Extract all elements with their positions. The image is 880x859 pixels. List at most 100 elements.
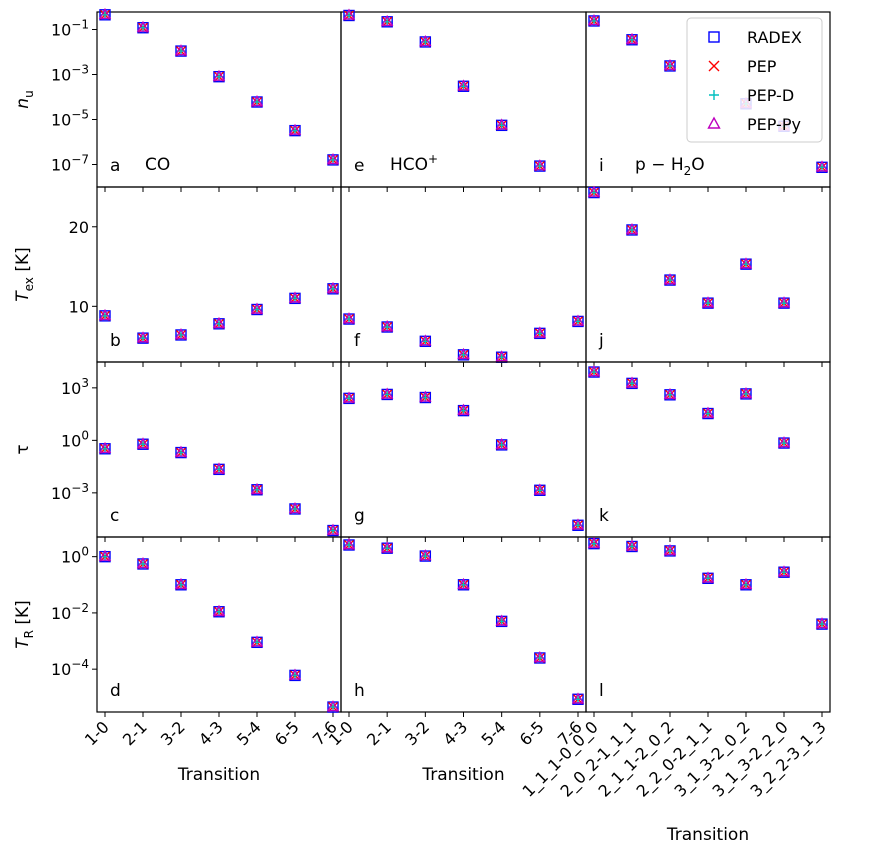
panel-frame bbox=[96, 536, 342, 713]
y-axis-label: τ bbox=[13, 444, 33, 454]
x-tick-label: 6-5 bbox=[516, 717, 548, 749]
panel-j: j bbox=[585, 185, 831, 367]
legend-label: PEP bbox=[747, 57, 777, 76]
point-d-2-peppy-marker bbox=[174, 577, 188, 589]
point-f-0-peppy-marker bbox=[342, 312, 356, 324]
point-l-1-peppy-marker bbox=[625, 539, 639, 551]
panel-k: k bbox=[585, 361, 831, 542]
panel-frame bbox=[96, 186, 342, 363]
panel-letter: c bbox=[110, 506, 119, 526]
panel-a: 10−1 10−3 10−5 10−7 a CO bbox=[51, 7, 342, 192]
point-d-3-peppy-marker bbox=[212, 604, 226, 616]
point-h-6-peppy-marker bbox=[571, 692, 585, 704]
point-c-5-peppy-marker bbox=[288, 502, 302, 514]
panel-letter: g bbox=[354, 506, 365, 526]
legend-box bbox=[686, 17, 823, 143]
point-l-6-peppy-marker bbox=[815, 617, 829, 629]
point-g-0-peppy-marker bbox=[342, 391, 356, 403]
point-h-2-peppy-marker bbox=[419, 549, 432, 561]
x-tick-label: 2-1 bbox=[363, 717, 395, 749]
x-tick-label: 3-2 bbox=[401, 717, 433, 749]
point-g-4-peppy-marker bbox=[495, 437, 508, 450]
panel-letter: j bbox=[598, 331, 604, 351]
point-k-1-peppy-marker bbox=[625, 376, 639, 388]
point-a-0-peppy-marker bbox=[98, 7, 112, 20]
y-tick-label: 103 bbox=[61, 376, 89, 398]
point-c-2-peppy-marker bbox=[174, 445, 188, 457]
x-tick-label: 1-0 bbox=[81, 717, 113, 749]
x-axis-label: Transition bbox=[177, 765, 260, 785]
point-f-2-peppy-marker bbox=[419, 334, 432, 346]
point-b-5-peppy-marker bbox=[288, 291, 302, 303]
point-k-5-peppy-marker bbox=[777, 436, 791, 448]
point-f-6-peppy-marker bbox=[571, 314, 585, 326]
point-f-5-peppy-marker bbox=[533, 326, 547, 338]
point-g-5-peppy-marker bbox=[533, 483, 547, 495]
point-l-2-peppy-marker bbox=[663, 543, 677, 556]
panel-letter: a bbox=[110, 156, 120, 176]
y-axis-label: nu bbox=[13, 90, 36, 108]
point-l-4-peppy-marker bbox=[739, 577, 753, 589]
legend-square-icon bbox=[708, 31, 720, 43]
legend-plus-icon bbox=[709, 90, 719, 100]
legend: RADEX PEP PEP-D PEP-Py bbox=[686, 17, 823, 143]
point-d-1-peppy-marker bbox=[136, 557, 150, 569]
point-l-3-peppy-marker bbox=[701, 571, 715, 583]
legend-label: RADEX bbox=[747, 28, 802, 47]
y-tick-label: 20 bbox=[69, 218, 89, 237]
x-tick-label: 6-5 bbox=[271, 717, 303, 749]
point-b-4-peppy-marker bbox=[250, 302, 264, 314]
point-e-0-peppy-marker bbox=[342, 8, 356, 20]
panel-l: l bbox=[585, 536, 831, 717]
point-h-4-peppy-marker bbox=[495, 614, 508, 626]
panel-letter: b bbox=[110, 331, 121, 351]
legend-entry: PEP-D bbox=[709, 86, 794, 105]
point-d-0-peppy-marker bbox=[98, 549, 112, 561]
point-e-1-peppy-marker bbox=[380, 14, 394, 27]
panel-letter: l bbox=[599, 681, 604, 701]
point-a-3-peppy-marker bbox=[212, 69, 226, 81]
panel-letter: k bbox=[599, 506, 609, 526]
legend-x-icon bbox=[708, 60, 720, 72]
panel-frame bbox=[340, 11, 587, 188]
y-tick-label: 10−7 bbox=[51, 153, 89, 175]
panel-frame bbox=[96, 11, 342, 188]
point-f-3-peppy-marker bbox=[457, 347, 470, 360]
point-e-5-peppy-marker bbox=[533, 159, 547, 171]
x-tick-label: 4-3 bbox=[439, 717, 471, 749]
point-j-4-peppy-marker bbox=[739, 257, 753, 269]
point-g-2-peppy-marker bbox=[419, 390, 432, 402]
x-tick-label: 4-3 bbox=[195, 717, 227, 749]
point-c-3-peppy-marker bbox=[212, 462, 226, 474]
species-label: CO bbox=[145, 155, 170, 175]
legend-entry: PEP-Py bbox=[707, 115, 801, 134]
point-k-3-peppy-marker bbox=[701, 406, 715, 418]
panel-frame bbox=[585, 186, 831, 363]
point-e-2-peppy-marker bbox=[419, 35, 432, 47]
point-f-1-peppy-marker bbox=[380, 320, 394, 332]
point-g-1-peppy-marker bbox=[380, 387, 394, 399]
panel-letter: i bbox=[599, 156, 604, 176]
point-g-3-peppy-marker bbox=[457, 403, 470, 415]
point-a-5-peppy-marker bbox=[288, 123, 302, 135]
panel-frame bbox=[340, 186, 587, 363]
y-tick-label: 10−3 bbox=[51, 63, 89, 85]
point-a-2-peppy-marker bbox=[174, 44, 188, 56]
point-d-5-peppy-marker bbox=[288, 668, 302, 680]
x-tick-label: 5-4 bbox=[233, 717, 265, 749]
species-label: p − H2O bbox=[635, 155, 705, 178]
panel-letter: e bbox=[354, 156, 364, 176]
point-i-6-peppy-marker bbox=[815, 160, 829, 172]
panel-frame bbox=[96, 361, 342, 538]
point-j-1-peppy-marker bbox=[625, 223, 639, 235]
point-i-1-peppy-marker bbox=[625, 32, 639, 44]
y-tick-label: 10−2 bbox=[51, 601, 89, 623]
point-b-6-peppy-marker bbox=[326, 281, 340, 294]
legend-triangle-icon bbox=[707, 116, 721, 129]
point-h-5-peppy-marker bbox=[533, 651, 547, 663]
point-b-2-peppy-marker bbox=[174, 328, 188, 340]
panel-frame bbox=[340, 536, 587, 713]
point-f-4-peppy-marker bbox=[495, 350, 508, 362]
y-axis-label: Tex [K] bbox=[13, 247, 36, 302]
panel-e: e HCO+ bbox=[340, 8, 587, 192]
